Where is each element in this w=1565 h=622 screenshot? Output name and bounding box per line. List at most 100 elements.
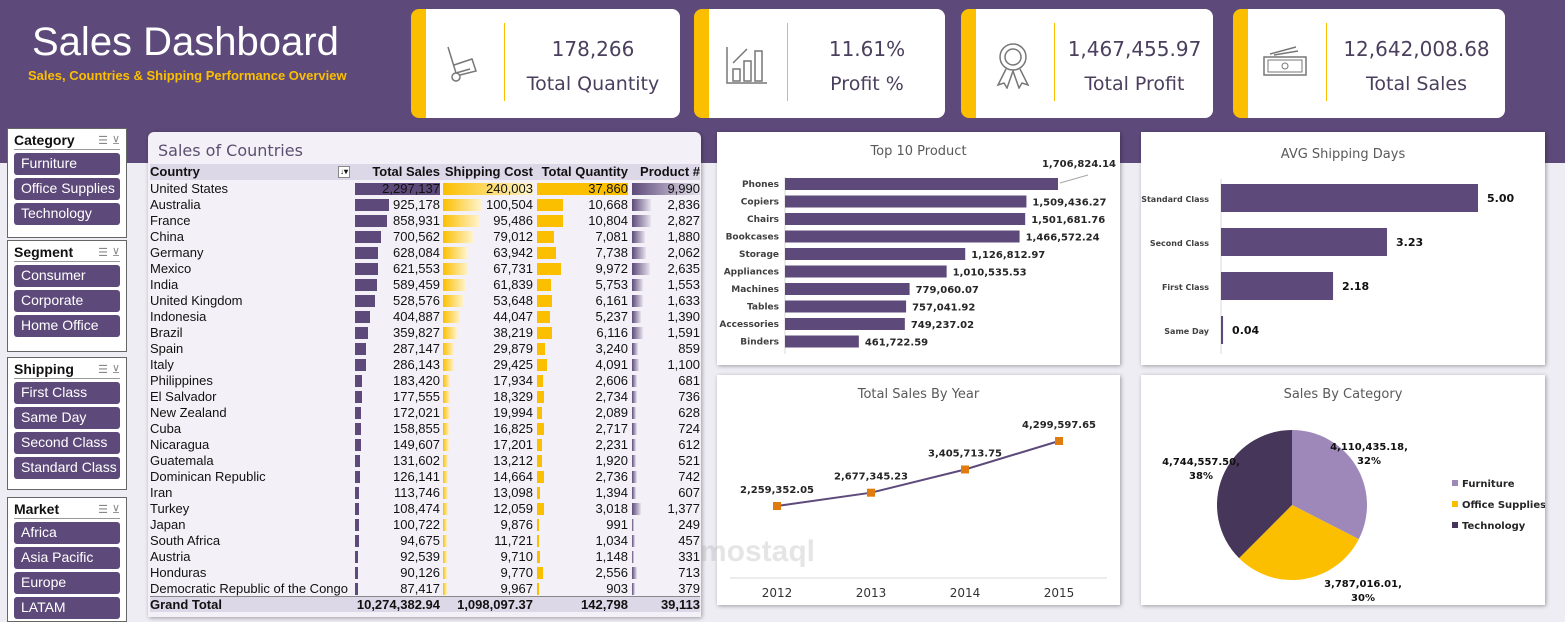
cell-value: 108,474 — [393, 501, 440, 516]
page-subtitle: Sales, Countries & Shipping Performance … — [28, 68, 347, 83]
slicer-item[interactable]: Asia Pacific — [14, 547, 120, 569]
slicer-item[interactable]: Office Supplies — [14, 178, 120, 200]
data-bar — [632, 471, 638, 483]
data-bar — [355, 279, 377, 291]
slicer-item[interactable]: Home Office — [14, 315, 120, 337]
watermark: mostaql — [700, 535, 816, 568]
country-name: United States — [150, 181, 229, 196]
pie-slice — [1217, 430, 1292, 559]
table-row: China 700,562 79,012 7,081 1,880 — [150, 229, 700, 245]
country-name: South Africa — [150, 533, 221, 548]
cell-value: 528,576 — [393, 293, 440, 308]
data-bar — [632, 199, 652, 211]
cell-value: 1,394 — [595, 485, 628, 500]
data-bar — [355, 343, 366, 355]
country-name: El Salvador — [150, 389, 217, 404]
data-label: 1,126,812.97 — [971, 250, 1045, 261]
cell-value: 1,034 — [595, 533, 628, 548]
data-bar — [443, 535, 448, 547]
bar — [785, 195, 1027, 208]
slicer-item[interactable]: Furniture — [14, 153, 120, 175]
country-name: Dominican Republic — [150, 469, 266, 484]
data-label: 461,722.59 — [865, 338, 928, 349]
cell-value: 87,417 — [400, 581, 440, 596]
slicer-item[interactable]: Second Class — [14, 432, 120, 454]
slicer-item[interactable]: Europe — [14, 572, 120, 594]
data-bar — [632, 519, 634, 531]
cell-value: 621,553 — [393, 261, 440, 276]
cell-value: 724 — [678, 421, 700, 436]
clear-filter-icon[interactable]: ⊻ — [111, 503, 120, 516]
data-bar — [355, 199, 390, 211]
cell-value: 90,126 — [400, 565, 440, 580]
cell-value: 736 — [678, 389, 700, 404]
slicer-item[interactable]: Technology — [14, 203, 120, 225]
cell-value: 925,178 — [393, 197, 440, 212]
x-tick-label: 2012 — [762, 586, 793, 600]
grand-total-shipping: 1,098,097.37 — [457, 597, 533, 612]
grand-total-label: Grand Total — [150, 597, 222, 612]
clear-filter-icon[interactable]: ⊻ — [111, 134, 120, 147]
data-label-percent: 30% — [1351, 593, 1375, 604]
multi-select-icon[interactable]: ☰ — [98, 363, 108, 376]
cell-value: 100,722 — [393, 517, 440, 532]
data-point — [867, 488, 875, 497]
clear-filter-icon[interactable]: ⊻ — [111, 363, 120, 376]
clear-filter-icon[interactable]: ⊻ — [111, 246, 120, 259]
data-bar — [537, 343, 545, 355]
data-bar — [355, 391, 362, 403]
cell-value: 589,459 — [393, 277, 440, 292]
slicer-item[interactable]: Africa — [14, 522, 120, 544]
kpi-value: 11.61% — [828, 37, 906, 61]
data-bar — [443, 423, 450, 435]
table-row: New Zealand 172,021 19,994 2,089 628 — [150, 405, 700, 421]
table-row: Indonesia 404,887 44,047 5,237 1,390 — [150, 309, 700, 325]
cell-value: 131,602 — [393, 453, 440, 468]
data-bar — [443, 247, 467, 259]
data-bar — [537, 535, 540, 547]
legend-swatch — [1452, 501, 1458, 507]
cell-value: 249 — [678, 517, 700, 532]
country-name: Spain — [150, 341, 184, 356]
data-bar — [537, 567, 544, 579]
country-name: France — [150, 213, 191, 228]
multi-select-icon[interactable]: ☰ — [98, 246, 108, 259]
cell-value: 628,084 — [393, 245, 440, 260]
data-label: 0.04 — [1232, 324, 1259, 337]
kpi-value: 1,467,455.97 — [1067, 37, 1202, 61]
data-bar — [537, 231, 555, 243]
slicer-item[interactable]: Same Day — [14, 407, 120, 429]
data-bar — [443, 343, 455, 355]
data-bar — [443, 487, 448, 499]
table-row: Philippines 183,420 17,934 2,606 681 — [150, 373, 700, 389]
pie-slice — [1239, 505, 1359, 580]
slicer-item[interactable]: LATAM — [14, 597, 120, 619]
slicer-item[interactable]: Corporate — [14, 290, 120, 312]
multi-select-icon[interactable]: ☰ — [98, 503, 108, 516]
slicer-item[interactable]: Consumer — [14, 265, 120, 287]
data-bar — [632, 567, 637, 579]
data-bar — [443, 263, 469, 275]
data-bar — [443, 439, 450, 451]
bar — [785, 335, 859, 348]
data-bar — [632, 231, 645, 243]
cell-value: 79,012 — [493, 229, 533, 244]
data-label: 2.18 — [1342, 280, 1369, 293]
data-bar — [632, 311, 642, 323]
col-country[interactable]: Country — [150, 164, 200, 179]
sort-filter-icon[interactable]: ↓▾ — [338, 166, 350, 178]
slicer-item[interactable]: First Class — [14, 382, 120, 404]
cell-value: 9,972 — [595, 261, 628, 276]
data-bar — [443, 583, 447, 595]
data-bar — [537, 183, 628, 195]
legend-entry: Office Supplies — [1462, 500, 1545, 511]
cell-value: 713 — [678, 565, 700, 580]
table-row: Iran 113,746 13,098 1,394 607 — [150, 485, 700, 501]
col-total-sales: Total Sales — [372, 164, 440, 179]
table-row: Australia 925,178 100,504 10,668 2,836 — [150, 197, 700, 213]
cell-value: 612 — [678, 437, 700, 452]
divider — [1326, 23, 1327, 101]
slicer-item[interactable]: Standard Class — [14, 457, 120, 479]
slicer-market: Market ☰ ⊻ Africa Asia Pacific Europe LATAM — [7, 497, 127, 622]
multi-select-icon[interactable]: ☰ — [98, 134, 108, 147]
